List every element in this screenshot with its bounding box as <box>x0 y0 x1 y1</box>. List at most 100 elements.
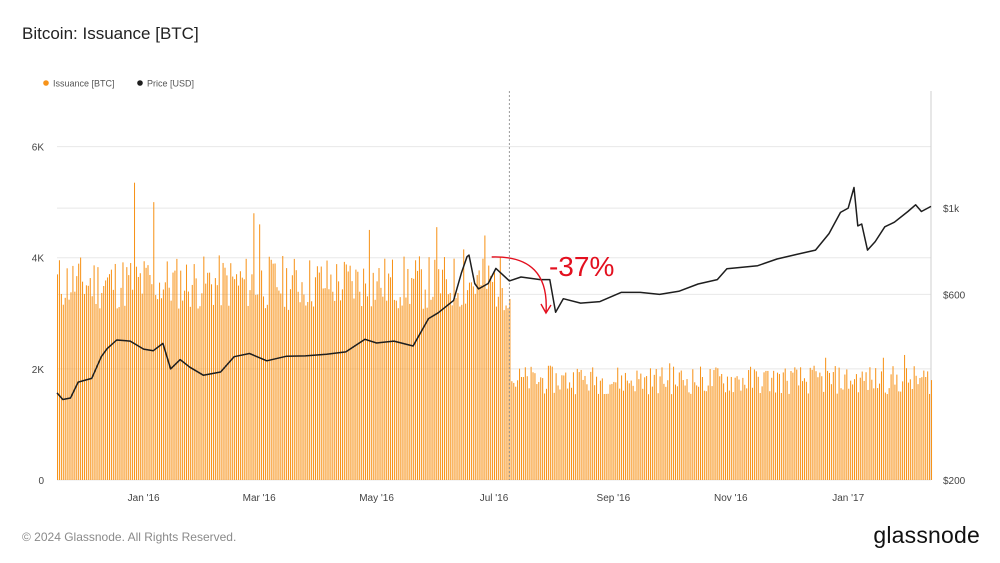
issuance-bar <box>711 386 713 480</box>
issuance-bar <box>846 369 848 480</box>
x-tick-label: Nov '16 <box>714 493 748 504</box>
issuance-bar <box>372 272 374 480</box>
issuance-bar <box>790 371 792 480</box>
issuance-bar <box>314 277 316 480</box>
issuance-bar <box>580 369 582 480</box>
issuance-bar <box>492 281 494 480</box>
issuance-bar <box>547 365 549 480</box>
issuance-bar <box>698 386 700 480</box>
issuance-bar <box>370 306 372 480</box>
issuance-bar <box>453 258 455 480</box>
issuance-bar <box>363 268 365 480</box>
issuance-bar <box>657 393 659 480</box>
issuance-bar <box>132 289 134 480</box>
issuance-bar <box>134 182 136 480</box>
issuance-bar <box>353 298 355 480</box>
issuance-bar <box>374 299 376 480</box>
issuance-bar <box>332 291 334 480</box>
issuance-bar <box>274 263 276 480</box>
issuance-bar <box>455 298 457 480</box>
issuance-bar <box>669 363 671 480</box>
issuance-bar <box>852 384 854 480</box>
issuance-bar <box>262 296 265 480</box>
x-tick-label: Jan '17 <box>832 493 864 504</box>
issuance-bar <box>401 305 403 480</box>
issuance-bar <box>630 380 632 480</box>
issuance-bar <box>825 357 827 480</box>
issuance-bar <box>257 294 259 480</box>
issuance-bar <box>143 261 145 480</box>
issuance-bar <box>763 372 765 480</box>
issuance-bar <box>694 382 696 480</box>
issuance-bar <box>399 297 401 480</box>
issuance-bar <box>721 373 723 480</box>
issuance-bar <box>678 372 680 480</box>
x-tick-label: Mar '16 <box>243 493 276 504</box>
issuance-bar <box>418 256 420 480</box>
issuance-bar <box>597 393 599 480</box>
issuance-bar <box>420 269 422 480</box>
issuance-bar <box>480 285 482 480</box>
issuance-bar <box>902 381 904 480</box>
issuance-bar <box>505 305 507 480</box>
issuance-bar <box>567 388 569 480</box>
issuance-bar <box>226 275 228 480</box>
issuance-bar <box>624 372 626 480</box>
issuance-bar <box>931 380 933 480</box>
issuance-bar <box>674 384 676 480</box>
issuance-bar <box>438 269 440 480</box>
issuance-bar <box>199 306 201 480</box>
issuance-bar <box>430 299 432 480</box>
issuance-bar <box>105 280 107 480</box>
issuance-bar <box>118 307 120 480</box>
issuance-bar <box>343 261 345 480</box>
issuance-bar <box>536 384 538 480</box>
issuance-bar <box>571 387 573 480</box>
issuance-bar <box>917 384 919 480</box>
issuance-bar <box>499 256 501 480</box>
issuance-bar <box>376 281 378 480</box>
issuance-bar <box>596 376 598 480</box>
issuance-bar <box>272 263 274 480</box>
issuance-bar <box>528 388 530 480</box>
issuance-bar <box>809 367 811 480</box>
issuance-bar <box>780 393 782 480</box>
issuance-bar <box>245 258 247 480</box>
issuance-bar <box>122 262 124 480</box>
issuance-bar <box>345 264 347 480</box>
issuance-bar <box>126 267 128 480</box>
issuance-bar <box>313 306 315 480</box>
issuance-bar <box>753 369 755 480</box>
issuance-bar <box>141 293 143 480</box>
issuance-bar <box>828 372 830 480</box>
issuance-bar <box>249 290 251 480</box>
issuance-bar <box>193 264 195 480</box>
issuance-bar <box>875 368 877 480</box>
issuance-bar <box>811 369 813 480</box>
issuance-bar <box>692 369 694 480</box>
issuance-bar <box>64 297 66 480</box>
issuance-bar <box>309 260 311 480</box>
issuance-bar <box>172 272 174 480</box>
issuance-bar <box>184 290 186 480</box>
issuance-bar <box>282 255 284 480</box>
issuance-bar <box>214 278 216 480</box>
issuance-bar <box>305 305 307 480</box>
issuance-bar <box>690 393 692 480</box>
issuance-bar <box>276 287 278 480</box>
issuance-bar <box>900 391 902 480</box>
issuance-bar <box>234 279 236 480</box>
issuance-bar <box>80 257 82 480</box>
issuance-bar <box>58 260 60 480</box>
issuance-bar <box>898 391 900 480</box>
issuance-bar <box>680 370 682 480</box>
issuance-bar <box>128 275 130 480</box>
issuance-bar <box>395 300 397 480</box>
issuance-bar <box>478 270 480 480</box>
issuance-bar <box>330 274 332 480</box>
issuance-bar <box>805 381 807 480</box>
issuance-bar <box>359 291 361 480</box>
issuance-bar <box>701 377 703 480</box>
issuance-bar <box>626 380 628 480</box>
legend-price-dot <box>137 80 143 86</box>
